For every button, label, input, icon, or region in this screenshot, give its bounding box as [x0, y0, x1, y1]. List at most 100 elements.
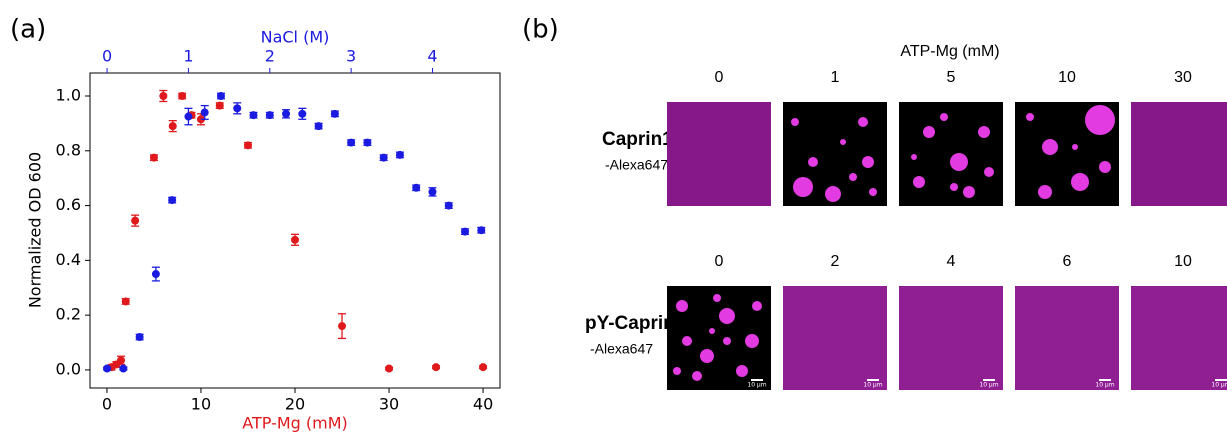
point — [233, 104, 242, 113]
droplet — [849, 173, 857, 181]
point — [184, 112, 193, 121]
droplet — [1026, 113, 1034, 121]
droplet — [984, 167, 994, 177]
droplet — [1071, 173, 1089, 191]
x-tick-label: 20 — [285, 395, 305, 414]
droplet — [673, 367, 681, 375]
micrograph — [667, 102, 771, 206]
point — [379, 153, 388, 162]
scale-bar — [1099, 379, 1111, 381]
micrograph — [899, 286, 1003, 390]
droplet — [950, 183, 958, 191]
droplet — [709, 328, 715, 334]
point — [444, 201, 453, 210]
droplet — [913, 176, 925, 188]
column-label: 4 — [947, 253, 956, 270]
row-label: pY-Caprin1 — [585, 313, 686, 334]
scale-bar-label: 10 μm — [747, 382, 766, 389]
droplet — [963, 186, 975, 198]
point — [461, 227, 470, 236]
x2-tick-label: 3 — [346, 47, 356, 66]
y-tick-label: 0.2 — [56, 305, 81, 324]
droplet — [745, 334, 759, 348]
column-label: 0 — [715, 253, 724, 270]
droplet — [950, 153, 968, 171]
point — [243, 141, 252, 150]
point — [314, 122, 323, 131]
droplet — [869, 188, 877, 196]
column-label: 10 — [1058, 69, 1076, 86]
point — [477, 226, 486, 235]
droplet — [825, 186, 841, 202]
point — [282, 109, 291, 118]
x-axis-label: ATP-Mg (mM) — [242, 414, 347, 433]
droplet — [1085, 105, 1115, 135]
point — [103, 364, 112, 373]
droplet — [791, 118, 799, 126]
point — [428, 187, 437, 196]
droplet — [862, 156, 874, 168]
scale-bar-label: 10 μm — [1211, 382, 1227, 389]
x-tick-label: 0 — [102, 395, 112, 414]
droplet — [808, 157, 818, 167]
droplet — [700, 349, 714, 363]
point — [215, 101, 224, 110]
panel-label: (a) — [10, 15, 46, 45]
y-tick-label: 0.6 — [56, 195, 81, 214]
droplet — [713, 294, 721, 302]
point — [347, 138, 356, 147]
point — [168, 122, 177, 131]
point — [479, 363, 488, 372]
scale-bar-label: 10 μm — [979, 382, 998, 389]
micrograph — [1131, 102, 1227, 206]
y-axis-label: Normalized OD 600 — [26, 152, 45, 308]
y-tick-label: 0.4 — [56, 250, 81, 269]
micrograph — [783, 286, 887, 390]
droplet — [858, 117, 868, 127]
droplet — [840, 139, 846, 145]
droplet — [752, 301, 762, 311]
column-label: 30 — [1174, 69, 1192, 86]
point — [249, 111, 258, 120]
scale-bar — [983, 379, 995, 381]
droplet — [692, 371, 702, 381]
column-label: 2 — [831, 253, 840, 270]
droplet — [793, 177, 813, 197]
point — [265, 111, 274, 120]
image-grid: Caprin1 -Alexa647 0 1 5 10 30 pY-Caprin1 -Alexa6… — [585, 69, 1227, 390]
point — [117, 356, 126, 365]
point — [412, 183, 421, 192]
x2-tick-label: 4 — [427, 47, 437, 66]
point — [298, 109, 307, 118]
point — [159, 92, 168, 101]
droplet — [723, 337, 731, 345]
droplet — [676, 300, 688, 312]
point — [363, 138, 372, 147]
point — [395, 150, 404, 159]
droplet — [719, 308, 735, 324]
column-label: 1 — [831, 69, 840, 86]
panel-label: (b) — [522, 15, 559, 45]
x2-tick-label: 0 — [102, 47, 112, 66]
micrograph — [899, 102, 1003, 206]
column-label: 10 — [1174, 253, 1192, 270]
plot-frame — [89, 72, 501, 389]
droplet — [911, 154, 917, 160]
x2-tick-label: 1 — [183, 47, 193, 66]
x-tick-label: 10 — [191, 395, 211, 414]
point — [330, 109, 339, 118]
y-tick-label: 0.8 — [56, 140, 81, 159]
point — [131, 216, 140, 225]
column-label: 6 — [1063, 253, 1072, 270]
point — [178, 92, 187, 101]
point — [432, 363, 441, 372]
point — [121, 297, 130, 306]
droplet — [1042, 139, 1058, 155]
micrograph — [1131, 286, 1227, 390]
point — [149, 153, 158, 162]
column-label: 0 — [715, 69, 724, 86]
scale-bar — [1215, 379, 1227, 381]
droplet — [978, 126, 990, 138]
point — [168, 196, 177, 205]
